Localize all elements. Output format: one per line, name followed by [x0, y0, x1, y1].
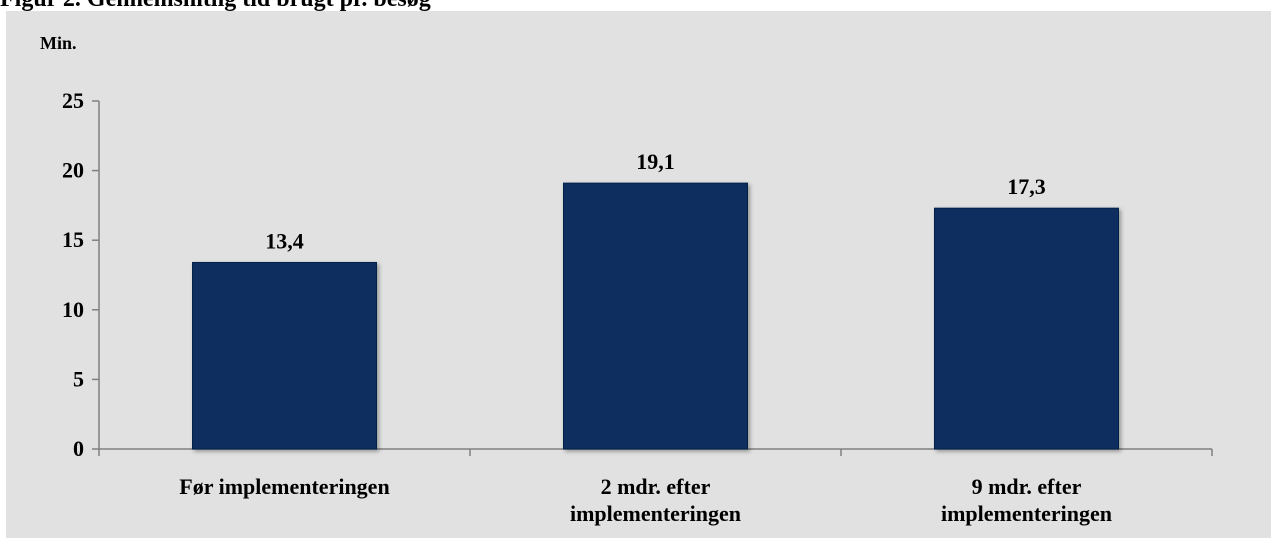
x-tick-label: implementeringen	[570, 501, 741, 526]
page-title: Figur 2. Gennemsnitlig tid brugt pr. bes…	[0, 0, 1271, 11]
bar	[563, 182, 748, 450]
y-tick-label: 15	[62, 227, 84, 252]
data-label: 19,1	[636, 149, 675, 174]
y-tick-label: 5	[73, 366, 84, 391]
x-tick-label: 9 mdr. efter	[972, 474, 1082, 499]
x-tick-label: 2 mdr. efter	[601, 474, 711, 499]
y-tick-label: 0	[73, 436, 84, 461]
x-tick-label: implementeringen	[941, 501, 1112, 526]
y-tick-label: 10	[62, 297, 84, 322]
y-tick-label: 25	[62, 88, 84, 113]
bar	[934, 207, 1119, 450]
y-axis-label: Min.	[40, 33, 77, 53]
data-label: 13,4	[265, 228, 304, 253]
y-tick-label: 20	[62, 158, 84, 183]
data-label: 17,3	[1007, 174, 1046, 199]
x-tick-label: Før implementeringen	[179, 474, 389, 499]
bar	[192, 261, 377, 450]
